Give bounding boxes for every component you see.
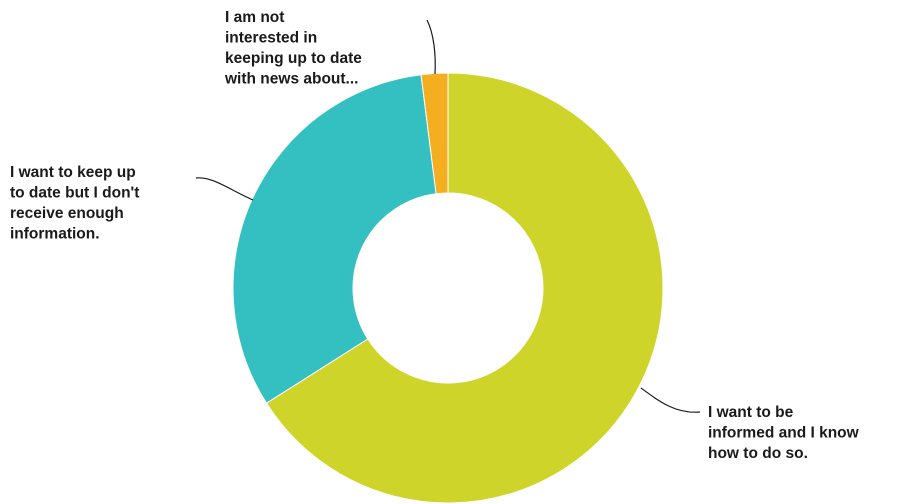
- slice-label-line: information.: [10, 226, 100, 243]
- donut-slice-2: [420, 72, 449, 195]
- slice-label-2: I am not interested in keeping up to date w…: [224, 9, 362, 88]
- slice-label-line: I am not: [225, 9, 284, 26]
- donut-slice-1: [232, 74, 437, 404]
- slice-label-line: I want to be: [708, 404, 794, 421]
- slice-labels: I want to be informed and I know how to do…: [10, 9, 860, 462]
- slice-label-line: keeping up to date: [225, 50, 362, 67]
- leader-line-0: [640, 387, 701, 413]
- slice-label-0: I want to be informed and I know how to do…: [708, 404, 860, 462]
- leader-line-1: [195, 177, 254, 201]
- slice-label-line: I want to keep up: [10, 164, 136, 181]
- slice-label-line: with news about...: [224, 71, 358, 88]
- slice-label-line: interested in: [225, 30, 317, 47]
- donut-slices: [232, 72, 664, 504]
- donut-slice-0: [265, 72, 664, 504]
- slice-label-line: informed and I know: [708, 425, 860, 442]
- leader-line-2: [426, 19, 436, 75]
- slice-label-1: I want to keep up to date but I don't rece…: [10, 164, 139, 243]
- leader-lines: [195, 19, 701, 413]
- slice-label-line: to date but I don't: [10, 185, 139, 202]
- slice-label-line: receive enough: [10, 205, 124, 222]
- slice-label-line: how to do so.: [708, 445, 808, 462]
